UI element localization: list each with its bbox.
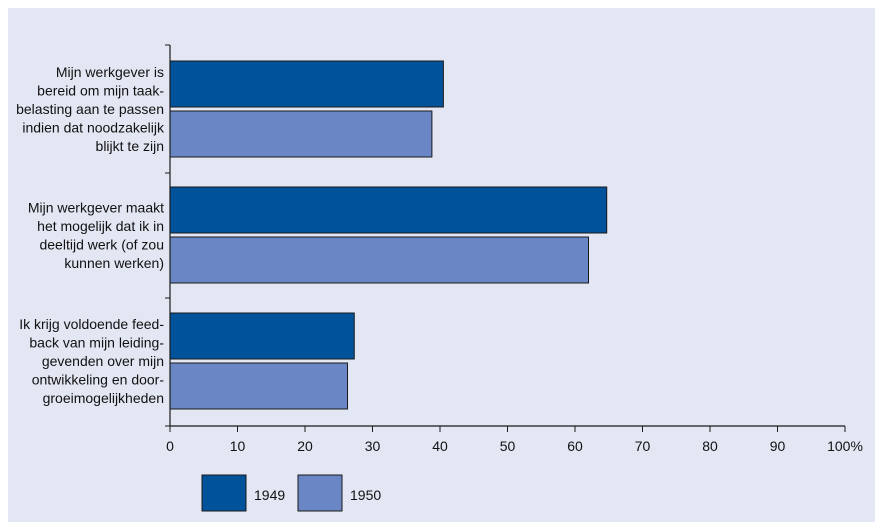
bar-1950-2 — [169, 236, 589, 284]
x-tick-label-8: 70 — [635, 438, 651, 454]
category-label-1-line-5: blijkt te zijn — [96, 138, 164, 154]
category-label-3-line-1: Ik krijg voldoende feed- — [19, 316, 164, 332]
bar-1949-2 — [169, 186, 608, 234]
category-label-1-line-1: Mijn werkgever is — [56, 64, 164, 80]
category-label-2-line-4: kunnen werken) — [64, 255, 164, 271]
category-label-3-line-4: ontwikkeling en door- — [32, 372, 165, 388]
legend-label-1950: 1950 — [350, 487, 381, 503]
x-tick-label-1: 0 — [166, 438, 174, 454]
bar-1949-1 — [169, 60, 444, 108]
x-tick-label-6: 50 — [500, 438, 516, 454]
x-tick-label-2: 10 — [230, 438, 246, 454]
legend-label-1949: 1949 — [254, 487, 285, 503]
category-label-3-line-3: gevenden over mijn — [42, 353, 164, 369]
x-tick-label-5: 40 — [432, 438, 448, 454]
category-label-3-line-2: back van mijn leiding- — [29, 335, 164, 351]
category-label-2-line-1: Mijn werkgever maakt — [28, 199, 164, 215]
category-label-2-line-2: het mogelijk dat ik in — [37, 218, 164, 234]
x-tick-label-4: 30 — [365, 438, 381, 454]
x-tick-label-3: 20 — [297, 438, 313, 454]
category-label-1-line-4: indien dat noodzakelijk — [22, 120, 165, 136]
bar-1950-3 — [169, 362, 349, 410]
category-label-1-line-2: bereid om mijn taak- — [37, 83, 164, 99]
x-tick-label-7: 60 — [567, 438, 583, 454]
bar-1949-3 — [169, 312, 355, 360]
legend-swatch-1949 — [201, 474, 247, 512]
legend-swatch-1950 — [297, 474, 343, 512]
x-tick-label-10: 90 — [770, 438, 786, 454]
bar-1950-1 — [169, 110, 433, 158]
category-label-3-line-5: groeimogelijkheden — [43, 390, 164, 406]
category-label-1-line-3: belasting aan te passen — [16, 101, 164, 117]
x-tick-label-11: 100% — [827, 438, 863, 454]
x-tick-label-9: 80 — [702, 438, 718, 454]
category-label-2-line-3: deeltijd werk (of zou — [39, 236, 164, 252]
